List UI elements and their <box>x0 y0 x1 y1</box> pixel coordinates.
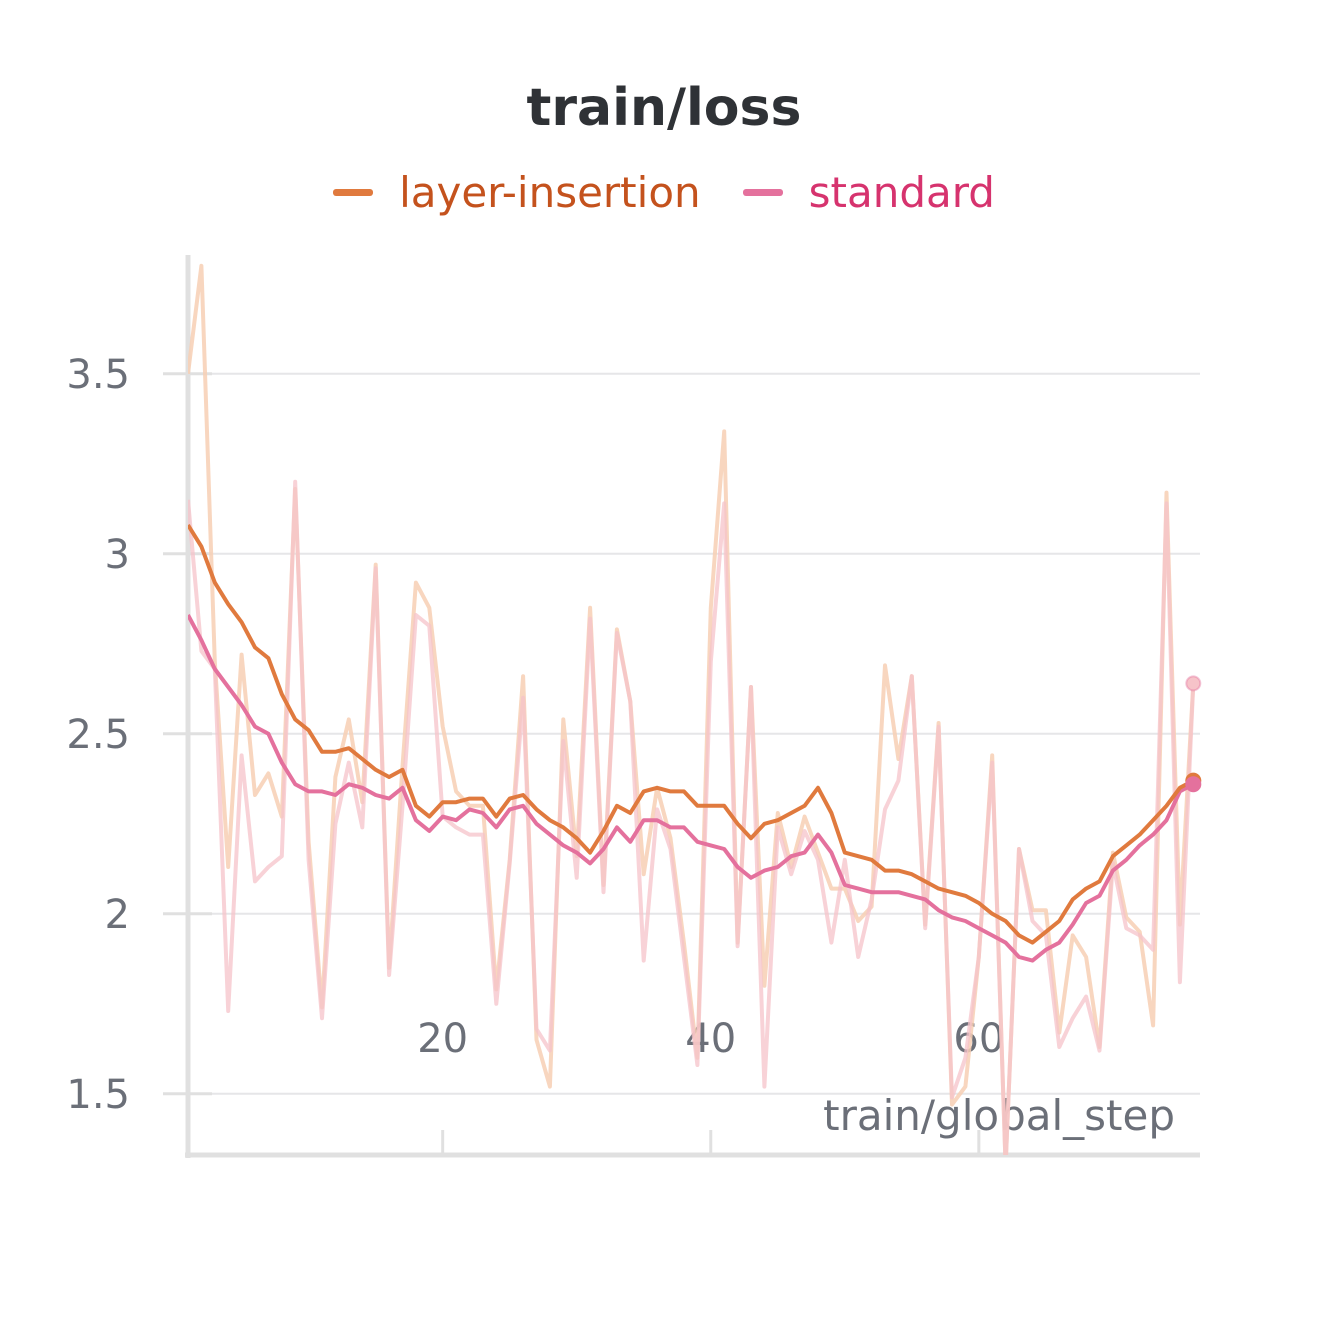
plot-lines <box>188 263 1196 1155</box>
x-axis-label: train/global_step <box>823 1091 1175 1140</box>
chart-title: train/loss <box>526 78 802 138</box>
y-tick-label: 3.5 <box>66 352 130 398</box>
series-standard-line <box>188 614 1195 963</box>
legend-swatch-layer-insertion <box>333 188 374 196</box>
x-tick-label: 20 <box>417 1016 468 1062</box>
legend-label-standard: standard <box>808 167 995 217</box>
y-tick-label: 1.5 <box>66 1072 130 1118</box>
series-layer-insertion-line <box>188 523 1195 945</box>
legend-item-layer-insertion[interactable]: layer-insertion <box>333 168 701 217</box>
legend: layer-insertion standard <box>0 166 1328 218</box>
y-tick-label: 2.5 <box>66 712 130 758</box>
y-tick-label: 3 <box>105 532 130 578</box>
series-standard-raw <box>188 479 1196 1155</box>
series-standard-end-point <box>1185 776 1202 793</box>
y-tick-label: 2 <box>105 892 130 938</box>
legend-swatch-standard <box>742 188 783 196</box>
x-tick-label: 60 <box>953 1016 1004 1062</box>
legend-label-layer-insertion: layer-insertion <box>399 167 701 217</box>
series-raw-end-point <box>1185 675 1202 692</box>
legend-item-standard[interactable]: standard <box>742 167 995 217</box>
